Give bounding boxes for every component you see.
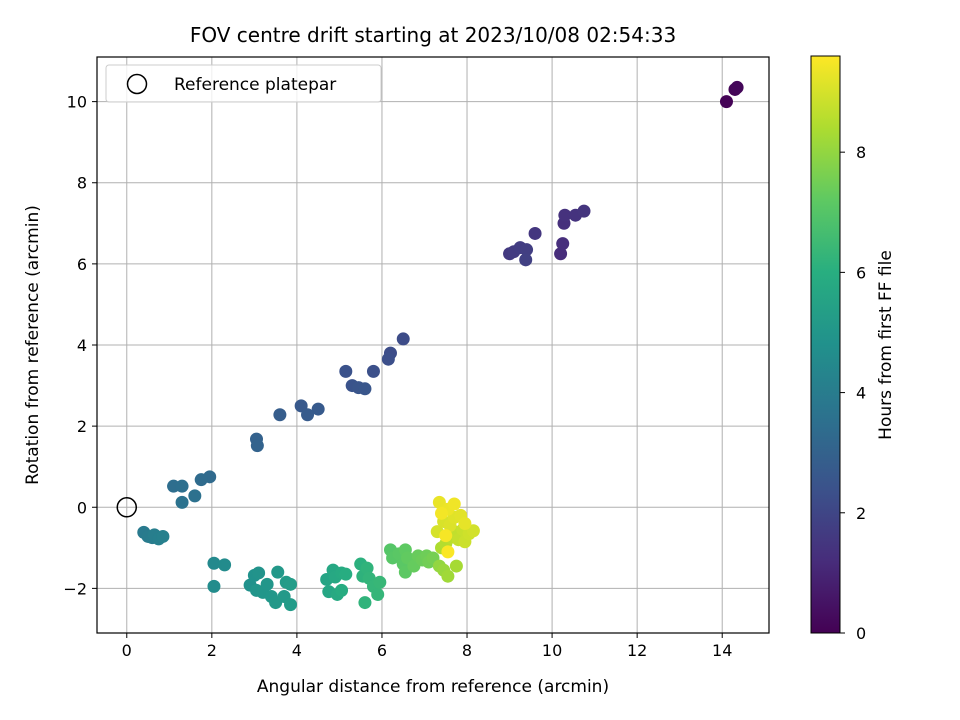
y-tick-label: 6 [77,255,87,274]
data-point [554,247,568,261]
colorbar-label: Hours from first FF file [876,250,896,440]
reference-point-marker [116,497,138,518]
data-point [250,439,264,453]
chart-title: FOV centre drift starting at 2023/10/08 … [190,23,676,47]
data-point [260,577,274,591]
colorbar-ticks: 0 2 4 6 8 [840,143,866,643]
grid [97,57,769,633]
data-point [520,243,534,257]
x-tick-label: 10 [542,641,562,660]
colorbar-tick-label: 0 [856,624,866,643]
data-point [311,402,325,416]
data-point [381,352,395,366]
data-point [373,575,387,589]
legend-box [105,64,382,103]
data-point [439,529,453,543]
data-point [458,516,472,530]
data-point [175,479,189,493]
data-point [528,226,542,240]
data-point [175,495,189,509]
x-tick-label: 14 [712,641,732,660]
legend: Reference platepar [105,64,382,103]
colorbar-gradient [810,55,841,634]
x-tick-label: 0 [122,641,132,660]
data-point [188,489,202,503]
y-tick-label: 10 [67,93,87,112]
y-axis-label: Rotation from reference (arcmin) [23,205,43,485]
data-point [366,364,380,378]
data-point [556,237,570,251]
x-tick-label: 8 [462,641,472,660]
data-point [435,506,449,520]
data-point [358,382,372,396]
colorbar: 0 2 4 6 8 Hours from first FF file [810,55,896,643]
data-point [441,545,455,559]
x-tick-label: 4 [292,641,302,660]
y-tick-label: 0 [77,498,87,517]
y-axis-ticks: −2 0 2 4 6 8 10 [63,93,97,598]
data-point [719,95,733,109]
data-point [396,332,410,346]
data-points [116,80,744,612]
data-point [577,204,591,218]
data-point [271,565,285,579]
data-point [156,529,170,543]
x-tick-label: 12 [627,641,647,660]
colorbar-tick-label: 6 [856,263,866,282]
legend-marker [126,73,148,95]
colorbar-tick-label: 8 [856,143,866,162]
data-point [284,577,298,591]
data-point [360,561,374,575]
y-tick-label: 2 [77,417,87,436]
y-tick-label: 4 [77,336,87,355]
colorbar-tick-label: 4 [856,384,866,403]
data-point [339,567,353,581]
data-point [730,80,744,94]
data-point [441,569,455,583]
data-point [207,556,221,570]
x-tick-label: 6 [377,641,387,660]
data-point [339,364,353,378]
x-axis-label: Angular distance from reference (arcmin) [257,677,609,697]
colorbar-tick-label: 2 [856,504,866,523]
y-tick-label: 8 [77,174,87,193]
data-point [466,524,480,538]
data-point [301,408,315,422]
data-point [371,587,385,601]
data-point [252,566,266,580]
data-point [218,558,232,572]
legend-entry-reference-platepar: Reference platepar [174,75,336,95]
y-tick-label: −2 [63,579,87,598]
data-point [335,583,349,597]
data-point [358,596,372,610]
data-point [449,559,463,573]
data-point [519,253,533,267]
x-axis-ticks: 0 2 4 6 8 10 12 14 [122,633,732,660]
data-point [284,598,298,612]
data-point [558,208,572,222]
data-point [207,579,221,593]
data-point [194,473,208,487]
x-tick-label: 2 [207,641,217,660]
data-point [447,497,461,511]
data-point [273,408,287,422]
